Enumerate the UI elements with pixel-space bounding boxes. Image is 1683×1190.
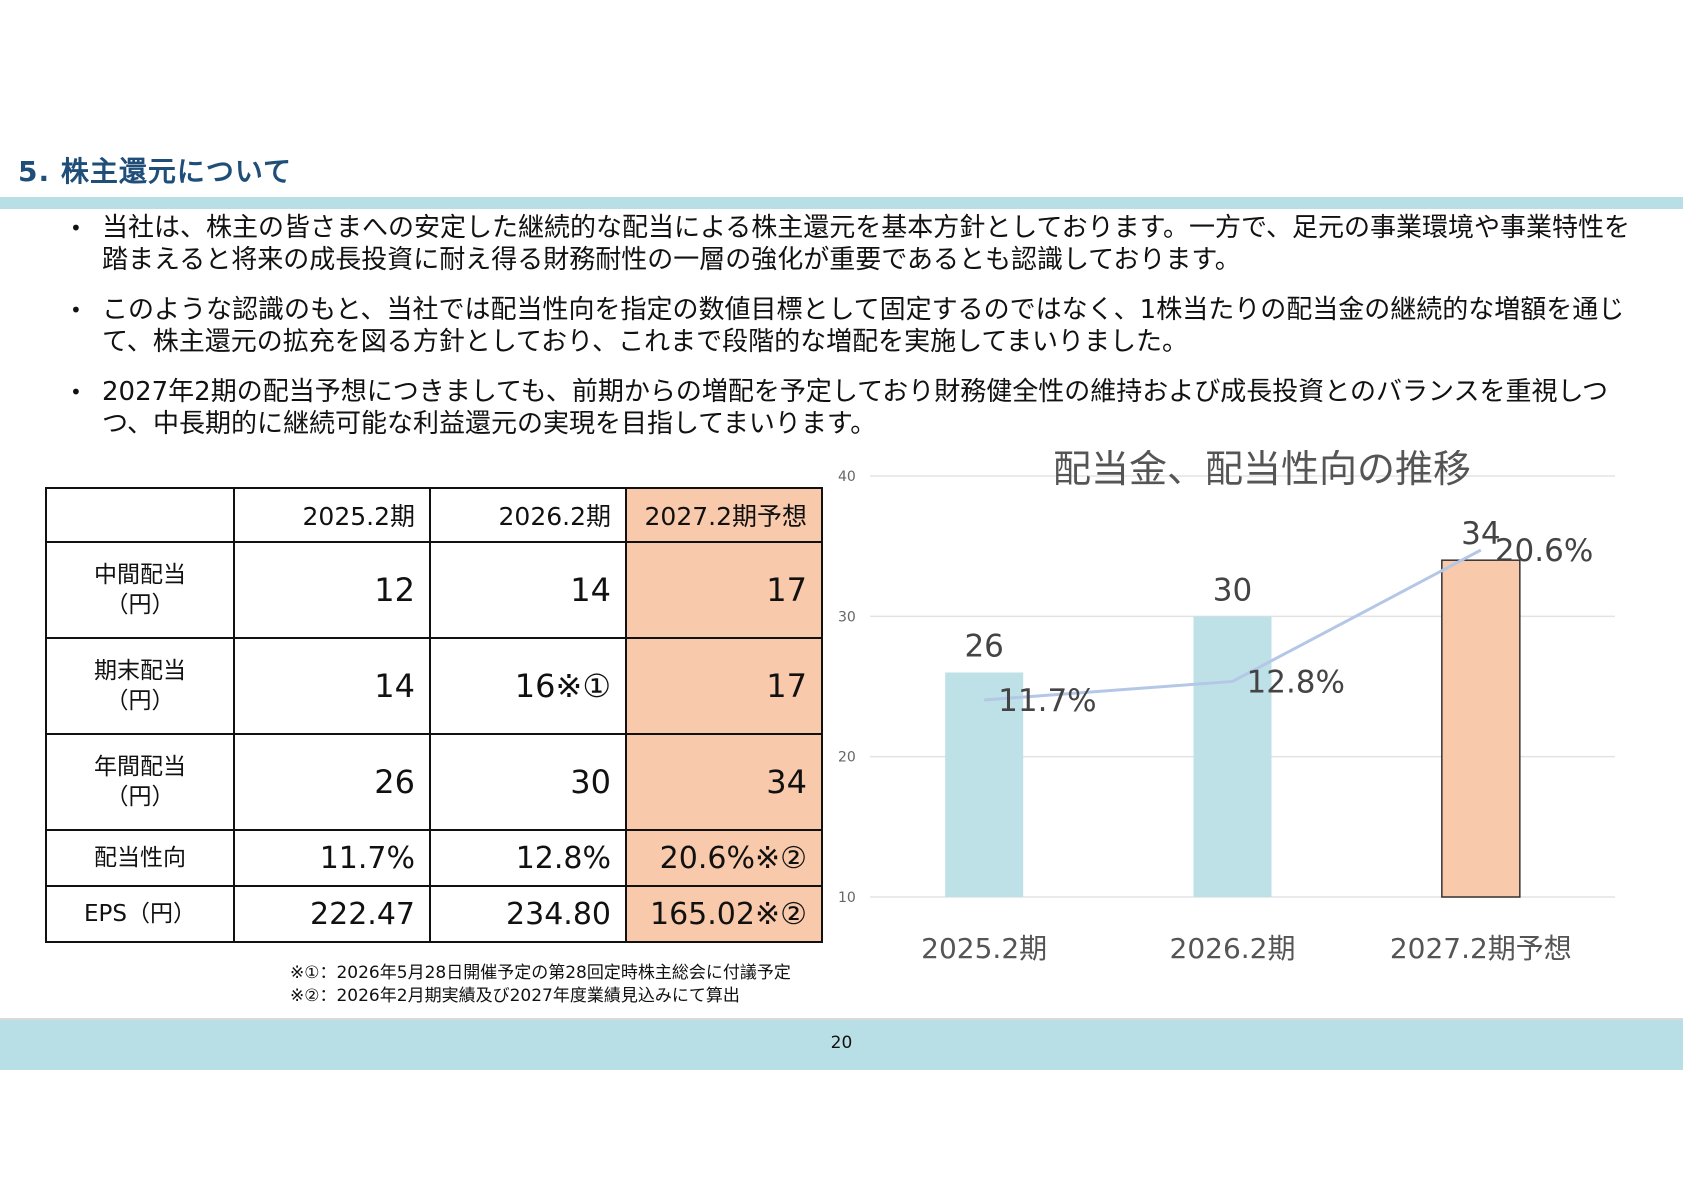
table-cell: 30 (429, 733, 627, 831)
table-row: 配当性向 11.7% 12.8% 20.6%※② (45, 829, 823, 887)
bullet-text: 2027年2期の配当予想につきましても、前期からの増配を予定しており財務健全性の… (102, 377, 1608, 439)
table-cell: 234.80 (429, 885, 627, 943)
table-cell: 11.7% (233, 829, 431, 887)
table-row: EPS（円） 222.47 234.80 165.02※② (45, 885, 823, 943)
footnote: ※①：2026年5月28日開催予定の第28回定時株主総会に付議予定 (290, 963, 791, 983)
bullet-text: 当社は、株主の皆さまへの安定した継続的な配当による株主還元を基本方針としておりま… (102, 213, 1631, 275)
table-cell: 26 (233, 733, 431, 831)
footer-band (0, 1018, 1683, 1070)
chart-title: 配当金、配当性向の推移 (1053, 450, 1471, 491)
table-header-row: 2025.2期 2026.2期 2027.2期予想 (45, 487, 823, 543)
footnote: ※②：2026年2月期実績及び2027年度業績見込みにて算出 (290, 986, 740, 1006)
table-row: 期末配当 （円） 14 16※① 17 (45, 637, 823, 735)
row-label-interim: 中間配当 （円） (45, 541, 235, 639)
page-title: 5. 株主還元について (18, 155, 293, 188)
bullet-dot: • (70, 380, 82, 404)
bullet-item: • 2027年2期の配当予想につきましても、前期からの増配を予定しており財務健全… (70, 376, 1650, 440)
row-label-annual: 年間配当 （円） (45, 733, 235, 831)
title-band (0, 197, 1683, 209)
y-tick-label: 40 (838, 469, 856, 485)
bar (945, 672, 1024, 897)
page-number: 20 (830, 1033, 853, 1053)
bullet-list: • 当社は、株主の皆さまへの安定した継続的な配当による株主還元を基本方針としてお… (70, 212, 1650, 458)
bullet-dot: • (70, 216, 82, 240)
bar (1441, 559, 1521, 898)
dividend-table: 2025.2期 2026.2期 2027.2期予想 中間配当 （円） 12 14 … (45, 487, 823, 943)
table-cell: 17 (625, 637, 823, 735)
payout-ratio-line (984, 548, 1482, 702)
y-tick-label: 10 (838, 890, 856, 906)
bar-data-label: 30 (1213, 572, 1252, 608)
bar (1193, 616, 1272, 897)
table-cell: 222.47 (233, 885, 431, 943)
table-cell: 20.6%※② (625, 829, 823, 887)
line-data-label: 11.7% (998, 683, 1096, 719)
table-cell: 12 (233, 541, 431, 639)
x-tick-label: 2027.2期予想 (1390, 932, 1572, 965)
table-header-2025: 2025.2期 (233, 487, 431, 543)
bullet-item: • 当社は、株主の皆さまへの安定した継続的な配当による株主還元を基本方針としてお… (70, 212, 1650, 276)
table-cell: 17 (625, 541, 823, 639)
table-header-2026: 2026.2期 (429, 487, 627, 543)
table-cell: 14 (429, 541, 627, 639)
y-tick-label: 20 (838, 750, 856, 766)
line-data-label: 20.6% (1495, 533, 1593, 569)
bullet-item: • このような認識のもと、当社では配当性向を指定の数値目標として固定するのではな… (70, 294, 1650, 358)
row-label-eps: EPS（円） (45, 885, 235, 943)
bullet-dot: • (70, 298, 82, 322)
table-row: 中間配当 （円） 12 14 17 (45, 541, 823, 639)
y-tick-label: 30 (838, 609, 856, 625)
footnotes: ※①：2026年5月28日開催予定の第28回定時株主総会に付議予定 ※②：202… (290, 962, 791, 1008)
dividend-chart: 10 20 30 40 配当金、配当性向の推移 26 30 34 2025.2期 2026.2期 2… (838, 450, 1615, 965)
table-cell: 12.8% (429, 829, 627, 887)
table-cell: 14 (233, 637, 431, 735)
x-tick-label: 2025.2期 (921, 932, 1047, 965)
bullet-text: このような認識のもと、当社では配当性向を指定の数値目標として固定するのではなく、… (102, 295, 1625, 357)
row-label-payout-ratio: 配当性向 (45, 829, 235, 887)
table-header-2027-forecast: 2027.2期予想 (625, 487, 823, 543)
table-header-blank (45, 487, 235, 543)
x-tick-label: 2026.2期 (1170, 932, 1296, 965)
table-cell: 34 (625, 733, 823, 831)
bar-data-label: 26 (964, 628, 1003, 664)
line-data-label: 12.8% (1247, 664, 1345, 700)
table-cell: 165.02※② (625, 885, 823, 943)
row-label-year-end: 期末配当 （円） (45, 637, 235, 735)
table-row: 年間配当 （円） 26 30 34 (45, 733, 823, 831)
table-cell: 16※① (429, 637, 627, 735)
bar-data-label: 34 (1461, 516, 1500, 552)
